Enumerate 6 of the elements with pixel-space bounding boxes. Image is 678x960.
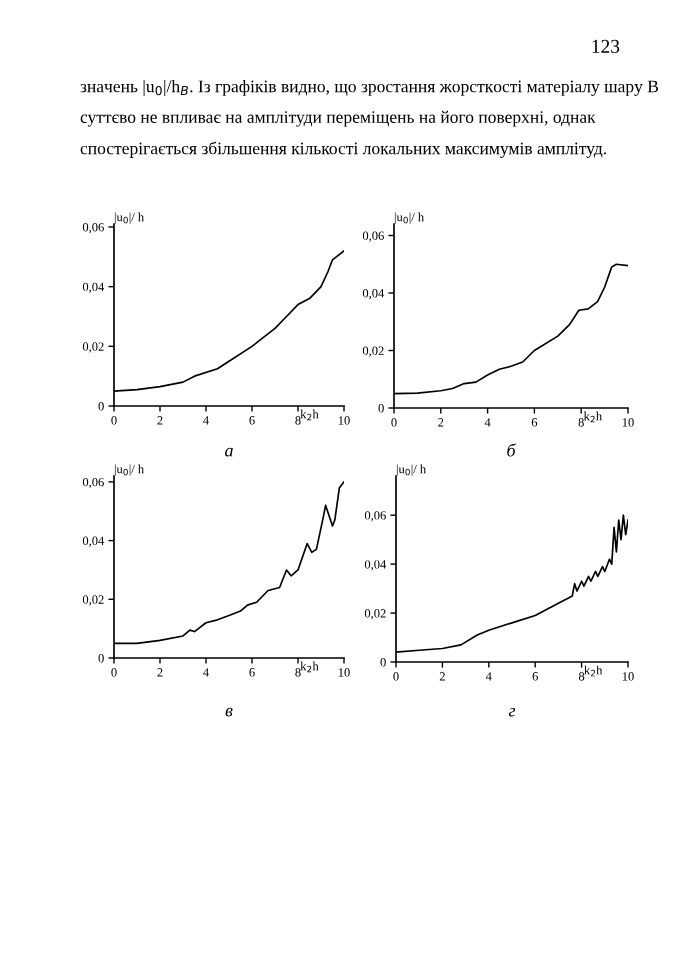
text: значень |u$_{0}$|/h$_{B}$. Із графіків видно, що зростання жорсткості матеріалу шару B суттєво не впливає на амплітуди переміщень на його поверхні, однак спостерігається збільшення кількості локальних максимумів амплітуд.: [80, 80, 659, 158]
text: а: [225, 447, 233, 457]
text: б: [507, 443, 517, 457]
text: г: [508, 707, 516, 717]
text: в: [225, 707, 233, 717]
text: 123: [592, 39, 620, 53]
